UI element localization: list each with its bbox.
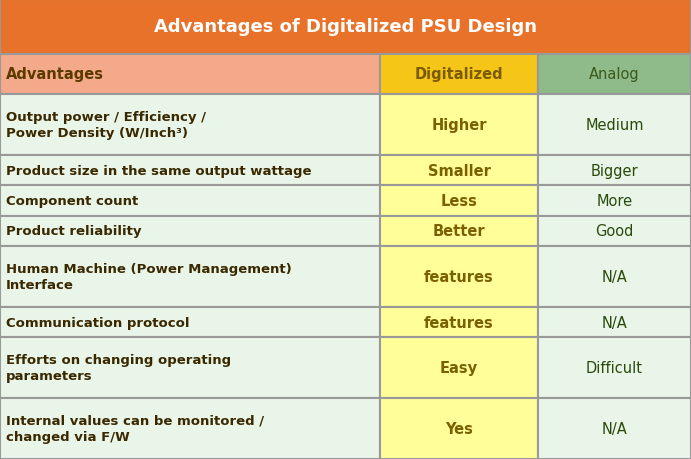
Text: Difficult: Difficult — [586, 360, 643, 375]
Bar — [538, 186, 691, 216]
Bar — [538, 156, 691, 186]
Text: Yes: Yes — [445, 421, 473, 436]
Bar — [380, 307, 538, 338]
Bar — [380, 246, 538, 307]
Bar — [0, 0, 691, 55]
Bar — [0, 398, 380, 459]
Text: Product reliability: Product reliability — [6, 225, 142, 238]
Bar — [380, 398, 538, 459]
Text: Communication protocol: Communication protocol — [6, 316, 189, 329]
Bar — [0, 246, 380, 307]
Bar — [380, 156, 538, 186]
Text: Better: Better — [433, 224, 485, 239]
Bar — [538, 307, 691, 338]
Text: Efforts on changing operating
parameters: Efforts on changing operating parameters — [6, 353, 231, 383]
Text: Advantages of Digitalized PSU Design: Advantages of Digitalized PSU Design — [154, 18, 537, 36]
Text: Analog: Analog — [589, 67, 640, 82]
Text: Component count: Component count — [6, 195, 138, 207]
Text: Higher: Higher — [431, 118, 486, 133]
Bar — [0, 186, 380, 216]
Text: More: More — [596, 194, 632, 208]
Bar — [538, 216, 691, 246]
Text: Advantages: Advantages — [6, 67, 104, 82]
Text: Bigger: Bigger — [591, 163, 638, 178]
Text: Less: Less — [441, 194, 477, 208]
Bar — [538, 95, 691, 156]
Bar — [380, 95, 538, 156]
Bar — [538, 246, 691, 307]
Text: Digitalized: Digitalized — [415, 67, 503, 82]
Text: features: features — [424, 269, 494, 285]
Bar — [0, 95, 380, 156]
Text: N/A: N/A — [602, 315, 627, 330]
Bar — [0, 216, 380, 246]
Bar — [538, 55, 691, 95]
Text: Product size in the same output wattage: Product size in the same output wattage — [6, 164, 312, 177]
Bar — [380, 55, 538, 95]
Bar — [0, 338, 380, 398]
Bar — [538, 338, 691, 398]
Text: Easy: Easy — [440, 360, 478, 375]
Text: features: features — [424, 315, 494, 330]
Bar — [0, 55, 380, 95]
Bar — [0, 307, 380, 338]
Bar — [0, 156, 380, 186]
Text: Good: Good — [596, 224, 634, 239]
Text: N/A: N/A — [602, 421, 627, 436]
Bar — [380, 338, 538, 398]
Text: Medium: Medium — [585, 118, 644, 133]
Text: Human Machine (Power Management)
Interface: Human Machine (Power Management) Interfa… — [6, 262, 292, 291]
Bar — [538, 398, 691, 459]
Text: N/A: N/A — [602, 269, 627, 285]
Text: Smaller: Smaller — [428, 163, 491, 178]
Bar — [380, 216, 538, 246]
Text: Internal values can be monitored /
changed via F/W: Internal values can be monitored / chang… — [6, 414, 264, 443]
Bar — [380, 186, 538, 216]
Text: Output power / Efficiency /
Power Density (W/Inch³): Output power / Efficiency / Power Densit… — [6, 111, 206, 140]
